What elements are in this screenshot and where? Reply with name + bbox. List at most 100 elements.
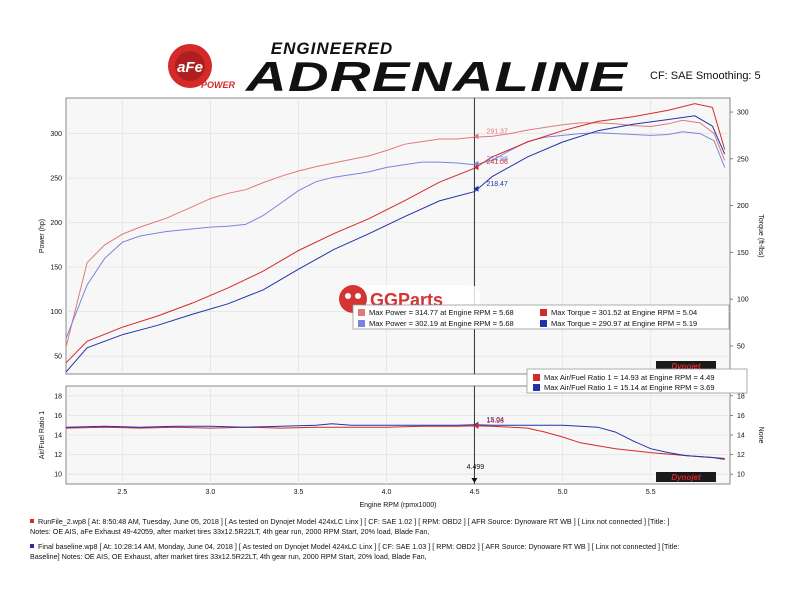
y2-tick-label: 250 [737, 156, 749, 163]
y-tick-label: 12 [54, 452, 62, 459]
afe-logo-inner-icon [175, 51, 205, 81]
run-note-1-line1: RunFile_2.wp8 [ At: 8:50:48 AM, Tuesday,… [30, 517, 770, 527]
y-tick-label: 300 [50, 131, 62, 138]
y-tick-label: 250 [50, 176, 62, 183]
cf-smoothing-label: CF: SAE Smoothing: 5 [650, 70, 761, 82]
y2-tick-label: 12 [737, 452, 745, 459]
y2-tick-label: 14 [737, 433, 745, 440]
series-line-3 [65, 115, 726, 373]
air-fuel-ticks: 2.5 3.0 3.5 4.0 4.5 5.0 5.5 10 12 14 16 18 10 12 14 16 1… [54, 393, 745, 496]
run-2-color-icon [30, 544, 34, 548]
cursor-marker-arrow [473, 164, 479, 171]
dynojet-logo-top-bar [656, 361, 716, 371]
afe-logo-sub: POWER [201, 80, 236, 90]
legend-entry: Max Power = 302.19 at Engine RPM = 5.68 [369, 319, 514, 328]
cursor-marker-arrow [473, 133, 479, 140]
y2-tick-label: 10 [737, 472, 745, 479]
header: aFe POWER ENGINEERED ADRENALINE CF: SAE … [168, 39, 761, 100]
header-title-top: ENGINEERED [271, 39, 393, 58]
legend-entry: Max Air/Fuel Ratio 1 = 14.93 at Engine R… [544, 373, 715, 382]
cursor-marker-label: 218.47 [486, 181, 508, 188]
afe-logo-text: aFe [177, 59, 203, 76]
legend-swatch [540, 309, 547, 316]
legend-entry: Max Torque = 301.52 at Engine RPM = 5.04 [551, 308, 697, 317]
ggparts-logo-eye-icon [345, 293, 351, 299]
legend-swatch [533, 374, 540, 381]
y2-tick-label: 150 [737, 250, 749, 257]
run-2-details: Final baseline.wp8 [ At: 10:28:14 AM, Mo… [38, 542, 680, 551]
y-tick-label: 18 [54, 393, 62, 400]
x-tick-label: 3.5 [294, 489, 304, 496]
legend-swatch [358, 309, 365, 316]
dynojet-logo-top-text: Dynojet [671, 362, 701, 371]
legend-entry: Max Power = 314.77 at Engine RPM = 5.68 [369, 308, 514, 317]
run-note-1-line2: Notes: OE AIS, aFe Exhaust 49-42059, aft… [30, 527, 770, 537]
y-tick-label: 150 [50, 265, 62, 272]
series-line-0 [65, 425, 725, 460]
run-1-details: RunFile_2.wp8 [ At: 8:50:48 AM, Tuesday,… [38, 517, 670, 526]
cursor-rpm-arrow-icon [471, 478, 478, 483]
torque-axis-label: Torque (ft-lbs) [757, 214, 764, 257]
y2-tick-label: 18 [737, 393, 745, 400]
power-torque-plot-area [65, 97, 731, 375]
dynojet-logo-top: Dynojet [656, 361, 716, 371]
legend-swatch [540, 320, 547, 327]
y-tick-label: 10 [54, 472, 62, 479]
x-tick-label: 5.0 [558, 489, 568, 496]
cursor-marker-label: 254.98 [486, 156, 508, 163]
power-torque-panel: 50 100 150 200 250 300 50 100 150 200 250 300 291.3… [39, 97, 764, 375]
y-tick-label: 14 [54, 433, 62, 440]
y-tick-label: 50 [54, 354, 62, 361]
series-line-2 [65, 103, 726, 364]
legend-swatch [533, 384, 540, 391]
dynojet-logo-bottom-text: Dynojet [671, 473, 701, 482]
series-line-1 [65, 423, 725, 459]
x-tick-label: 4.0 [382, 489, 392, 496]
cursor-marker-arrow [473, 422, 479, 429]
afr-axis-label: Air/Fuel Ratio 1 [39, 411, 46, 459]
dynojet-logo-bottom: Dynojet [656, 472, 716, 482]
afr-right-axis-label: None [757, 427, 764, 444]
ggparts-logo-eye-icon [355, 293, 361, 299]
air-fuel-panel: 2.5 3.0 3.5 4.0 4.5 5.0 5.5 10 12 14 16 18 10 12 14 16 1… [39, 385, 764, 509]
air-fuel-lines [65, 386, 725, 484]
power-axis-label: Power (hp) [39, 219, 46, 253]
dynojet-logo-bottom-bar [656, 472, 716, 482]
run-2-notes: Baseline] Notes: OE AIS, OE Exhaust, aft… [30, 551, 427, 561]
air-fuel-legend-box [526, 368, 748, 394]
x-tick-label: 5.5 [646, 489, 656, 496]
legend-entry: Max Air/Fuel Ratio 1 = 15.14 at Engine R… [544, 383, 715, 392]
legend-swatch [358, 320, 365, 327]
power-torque-legend: Max Power = 314.77 at Engine RPM = 5.68 M… [352, 304, 730, 330]
run-notes: RunFile_2.wp8 [ At: 8:50:48 AM, Tuesday,… [30, 517, 770, 561]
cursor-marker-arrow [473, 185, 479, 192]
cursor-marker-label: 14.93 [486, 418, 504, 425]
air-fuel-legend: Max Air/Fuel Ratio 1 = 14.93 at Engine R… [526, 368, 748, 394]
x-tick-label: 3.0 [206, 489, 216, 496]
x-tick-label: 2.5 [117, 489, 127, 496]
run-note-2-line1: Final baseline.wp8 [ At: 10:28:14 AM, Mo… [30, 542, 770, 552]
run-note-2-line2: Baseline] Notes: OE AIS, OE Exhaust, aft… [30, 552, 770, 562]
y2-tick-label: 200 [737, 203, 749, 210]
run-1-notes: Notes: OE AIS, aFe Exhaust 49-42059, aft… [30, 526, 430, 536]
header-title-main: ADRENALINE [245, 53, 630, 100]
cursor-marker-label: 291.37 [486, 128, 508, 135]
y-tick-label: 200 [50, 220, 62, 227]
power-torque-ticks: 50 100 150 200 250 300 50 100 150 200 250 300 [50, 110, 748, 361]
series-line-1 [65, 131, 726, 339]
x-tick-label: 4.5 [470, 489, 480, 496]
series-line-0 [65, 119, 726, 348]
cursor-marker-label: 241.06 [486, 159, 508, 166]
run-1-color-icon [30, 519, 34, 523]
y2-tick-label: 100 [737, 297, 749, 304]
legend-entry: Max Torque = 290.97 at Engine RPM = 5.19 [551, 319, 697, 328]
y2-tick-label: 300 [737, 110, 749, 117]
y-tick-label: 16 [54, 413, 62, 420]
cursor-marker-label: 15.04 [486, 417, 504, 424]
afe-logo: aFe POWER [168, 44, 235, 90]
cursor-rpm-readout: 4.499 [467, 464, 485, 471]
